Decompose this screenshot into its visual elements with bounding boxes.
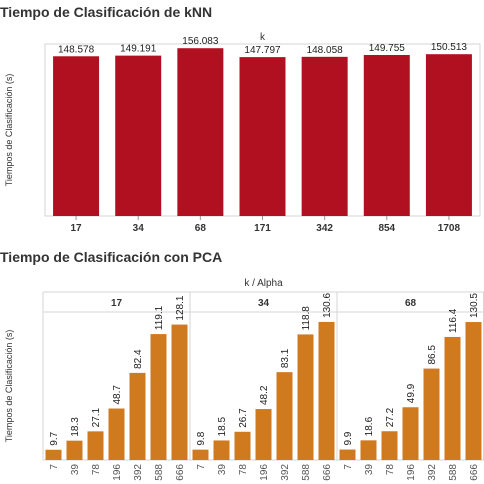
data-label-k17-666: 128.1: [175, 295, 186, 320]
data-label-k34-196: 48.2: [259, 385, 270, 405]
bar-k68-78: [381, 431, 398, 460]
x-tick-label-171: 171: [254, 223, 271, 234]
panel-header-68: 68: [405, 298, 417, 309]
y-axis-label: Tiempos de Clasificación (s): [4, 74, 14, 187]
x-tick-label-k17-39: 39: [70, 464, 81, 476]
data-label-k17-392: 82.4: [133, 349, 144, 369]
knn-bar-chart: k Tiempos de Clasificación (s) 148.578 17 14…: [4, 32, 481, 234]
x-tick-label-k68-588: 588: [448, 464, 459, 481]
data-label-k17-78: 27.1: [91, 407, 102, 427]
data-label-k17-196: 48.7: [112, 385, 123, 405]
y-axis-label: Tiempos de Clasificación (s): [4, 330, 14, 443]
data-label-17: 148.578: [58, 44, 95, 55]
bar-k34-392: [276, 372, 293, 460]
x-tick-label-k68-7: 7: [343, 464, 354, 470]
x-tick-label-17: 17: [71, 223, 83, 234]
data-label-k34-392: 83.1: [280, 348, 291, 368]
bar-k68-392: [423, 368, 440, 460]
data-label-342: 148.058: [307, 45, 344, 56]
x-tick-label-k34-78: 78: [238, 464, 249, 476]
data-label-1708: 150.513: [431, 42, 468, 53]
bar-k68-666: [465, 322, 482, 460]
data-label-k34-666: 130.6: [322, 292, 333, 317]
data-label-k34-7: 9.8: [196, 431, 207, 445]
bar-k34-78: [234, 431, 251, 460]
data-label-k34-588: 118.8: [301, 306, 312, 331]
data-label-k68-196: 49.9: [406, 383, 417, 403]
bar-171: [239, 57, 286, 216]
data-label-171: 147.797: [244, 45, 281, 56]
x-tick-label-k34-39: 39: [217, 464, 228, 476]
x-tick-label-854: 854: [378, 223, 395, 234]
x-tick-label-k17-666: 666: [175, 464, 186, 481]
data-label-854: 149.755: [369, 43, 406, 54]
data-label-68: 156.083: [182, 36, 219, 47]
x-tick-label-k34-7: 7: [196, 464, 207, 470]
data-label-k17-588: 119.1: [154, 305, 165, 330]
x-tick-label-k17-392: 392: [133, 464, 144, 481]
bar-k68-39: [360, 440, 377, 460]
bar-34: [115, 55, 162, 216]
bar-17: [53, 56, 100, 216]
bar-68: [177, 48, 224, 217]
data-label-k68-7: 9.9: [343, 431, 354, 445]
x-tick-label-k68-39: 39: [364, 464, 375, 476]
panel-header-34: 34: [258, 298, 270, 309]
x-tick-label-k68-78: 78: [385, 464, 396, 476]
bar-k17-7: [45, 449, 62, 460]
bar-k17-666: [171, 324, 188, 460]
data-label-k68-39: 18.6: [364, 416, 375, 436]
chart-title-knn: Tiempo de Clasificación de kNN: [0, 4, 213, 20]
x-tick-label-k68-196: 196: [406, 464, 417, 481]
bar-k34-7: [192, 449, 209, 460]
bar-1708: [425, 54, 472, 217]
bar-k17-39: [66, 440, 83, 460]
x-tick-label-68: 68: [195, 223, 207, 234]
bar-k34-196: [255, 409, 272, 460]
bar-k34-588: [297, 334, 314, 460]
bar-k68-588: [444, 336, 461, 460]
bar-k17-196: [108, 408, 125, 460]
x-tick-label-k68-666: 666: [469, 464, 480, 481]
x-tick-label-k17-7: 7: [49, 464, 60, 470]
x-tick-label-k34-196: 196: [259, 464, 270, 481]
data-label-k17-39: 18.3: [70, 417, 81, 437]
data-label-k34-78: 26.7: [238, 408, 249, 428]
x-tick-label-k34-392: 392: [280, 464, 291, 481]
data-label-k68-78: 27.2: [385, 407, 396, 427]
column-header: k / Alpha: [244, 278, 283, 289]
data-label-k68-588: 116.4: [448, 308, 459, 333]
data-label-k68-392: 86.5: [427, 345, 438, 365]
panel-header-17: 17: [111, 298, 123, 309]
x-tick-label-k34-666: 666: [322, 464, 333, 481]
data-label-34: 149.191: [120, 44, 157, 55]
x-tick-label-k17-78: 78: [91, 464, 102, 476]
data-label-k17-7: 9.7: [49, 431, 60, 445]
column-header: k: [260, 32, 266, 43]
bar-k68-7: [339, 449, 356, 460]
x-tick-label-k68-392: 392: [427, 464, 438, 481]
x-tick-label-k34-588: 588: [301, 464, 312, 481]
bar-k34-39: [213, 440, 230, 460]
bar-k17-78: [87, 431, 104, 460]
bar-342: [301, 56, 348, 217]
x-tick-label-34: 34: [133, 223, 145, 234]
bar-854: [363, 55, 410, 217]
bar-k68-196: [402, 407, 419, 460]
chart-title-pca: Tiempo de Clasificación con PCA: [0, 249, 223, 265]
x-tick-label-k17-196: 196: [112, 464, 123, 481]
x-tick-label-1708: 1708: [438, 223, 461, 234]
x-tick-label-342: 342: [316, 223, 333, 234]
bar-k17-588: [150, 334, 167, 460]
data-label-k34-39: 18.5: [217, 417, 228, 437]
bar-k17-392: [129, 372, 146, 460]
x-tick-label-k17-588: 588: [154, 464, 165, 481]
data-label-k68-666: 130.5: [469, 293, 480, 318]
bar-k34-666: [318, 321, 335, 460]
